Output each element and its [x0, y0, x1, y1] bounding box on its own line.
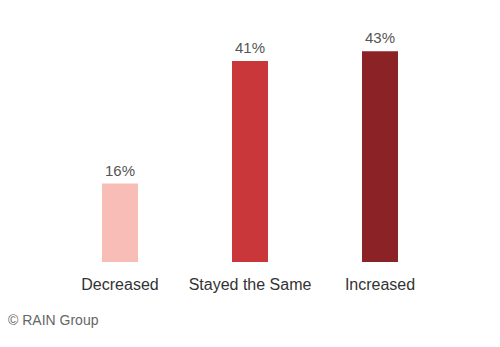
svg-text:© RAIN Group: © RAIN Group [8, 312, 99, 328]
svg-text:41%: 41% [235, 39, 265, 56]
svg-text:Stayed the Same: Stayed the Same [189, 276, 312, 293]
svg-text:43%: 43% [365, 29, 395, 46]
svg-text:Decreased: Decreased [81, 276, 158, 293]
svg-text:16%: 16% [105, 162, 135, 179]
svg-text:Increased: Increased [345, 276, 415, 293]
